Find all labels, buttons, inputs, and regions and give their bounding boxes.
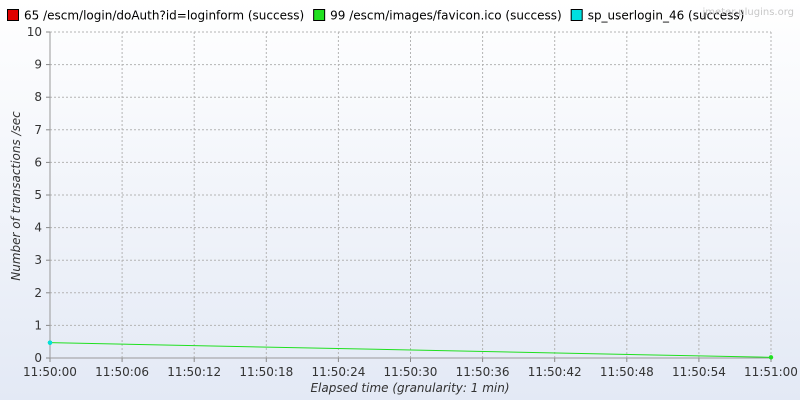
y-tick-label: 7 [34,123,42,137]
y-tick-label: 0 [34,351,42,365]
y-tick-label: 9 [34,58,42,72]
watermark-text: jmeter-plugins.org [701,7,794,18]
axes: 0 1 2 3 4 5 6 7 8 9 10 11:50:00 11:50:06 11:50:12 11:5… [23,25,798,379]
x-tick-label: 11:50:42 [528,365,582,379]
x-axis-title: Elapsed time (granularity: 1 min) [310,381,509,395]
y-tick-label: 10 [27,25,42,39]
y-tick-label: 6 [34,155,42,169]
y-tick-label: 1 [34,318,42,332]
legend-label: sp_userlogin_46 (success) [588,9,745,23]
x-tick-label: 11:50:48 [600,365,654,379]
x-tick-label: 11:50:30 [384,365,438,379]
grid-lines [50,31,772,358]
series-point-2 [47,340,53,345]
legend-swatch [7,9,19,21]
legend-label: 65 /escm/login/doAuth?id=loginform (succ… [24,9,304,23]
y-tick-label: 8 [34,90,42,104]
y-axis-title: Number of transactions /sec [9,111,23,281]
series-line-1 [49,342,772,358]
x-tick-label: 11:50:06 [95,365,149,379]
legend-item-0: 65 /escm/login/doAuth?id=loginform (succ… [7,9,304,23]
y-tick-label: 4 [34,221,42,235]
x-tick-label: 11:50:12 [167,365,221,379]
y-tick-label: 2 [34,286,42,300]
legend-item-1: 99 /escm/images/favicon.ico (success) [313,9,562,23]
series-point-1 [768,355,774,360]
legend-swatch [313,9,326,21]
y-tick-label: 5 [34,188,42,202]
y-tick-label: 3 [34,253,42,267]
x-tick-label: 11:50:18 [239,365,293,379]
legend: 65 /escm/login/doAuth?id=loginform (succ… [7,9,745,23]
plot-area [47,340,774,360]
x-tick-label: 11:50:54 [672,365,726,379]
x-tick-label: 11:51:00 [744,365,798,379]
legend-label: 99 /escm/images/favicon.ico (success) [330,9,562,23]
x-tick-label: 11:50:24 [311,365,365,379]
legend-swatch [570,9,583,21]
x-tick-label: 11:50:00 [23,365,77,379]
x-tick-label: 11:50:36 [456,365,510,379]
legend-item-2: sp_userlogin_46 (success) [570,9,745,23]
